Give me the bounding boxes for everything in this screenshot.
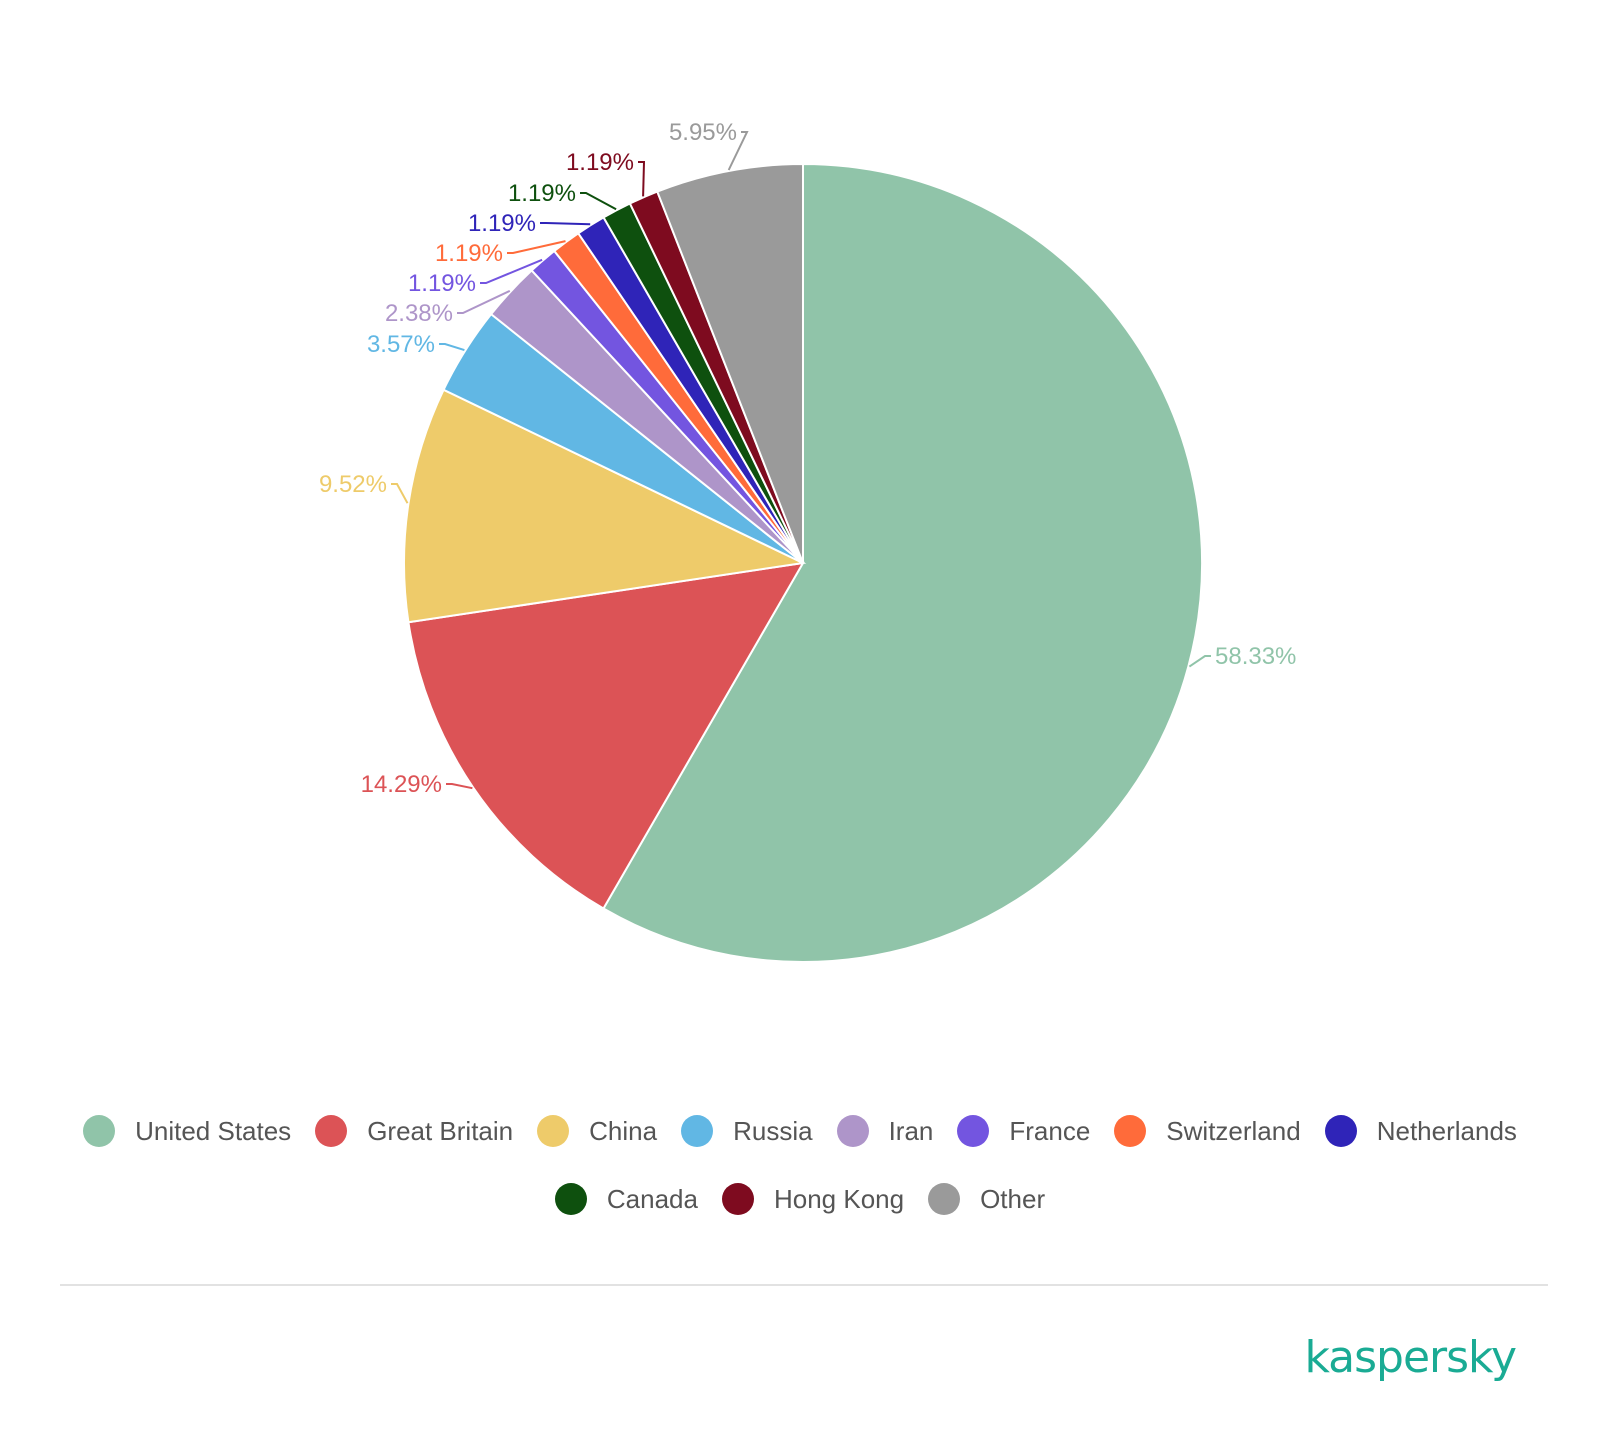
legend-swatch-great-britain (315, 1115, 348, 1147)
legend-label-other: Other (980, 1183, 1046, 1214)
pie-labels: 58.33% 14.29% 9.52% 3.57% 2.38% 1.19% 1.19% 1.1… (319, 119, 1296, 798)
leader-line-switzerland (507, 240, 566, 254)
legend-item-united-states: United States (83, 1115, 291, 1147)
data-label-united-states: 58.33% (1215, 643, 1296, 670)
leader-line-china (391, 483, 409, 504)
leader-line-hong-kong (638, 161, 646, 197)
legend-label-russia: Russia (733, 1115, 813, 1146)
data-label-great-britain: 14.29% (361, 771, 442, 798)
pie-slice-great-britain (407, 561, 805, 910)
legend-label-switzerland: Switzerland (1166, 1115, 1301, 1146)
legend-swatch-france (957, 1115, 990, 1147)
legend-swatch-netherlands (1324, 1115, 1357, 1147)
data-label-netherlands: 1.19% (468, 210, 536, 237)
legend-swatch-other (928, 1183, 961, 1215)
legend-label-china: China (589, 1115, 658, 1146)
legend-label-france: France (1009, 1115, 1091, 1146)
legend-swatch-canada (554, 1183, 587, 1215)
leader-line-iran (457, 289, 511, 314)
pie-slice-united-states (602, 162, 1203, 963)
legend-item-china: China (537, 1115, 657, 1147)
pie-slice-other (655, 162, 804, 564)
legend-row-2: Canada Hong Kong Other (0, 1174, 1600, 1224)
data-label-iran: 2.38% (385, 300, 453, 327)
data-label-china: 9.52% (319, 471, 387, 498)
legend-swatch-russia (681, 1115, 714, 1147)
leader-line-great-britain (446, 783, 473, 790)
pie-slice-china (403, 388, 807, 624)
data-label-russia: 3.57% (367, 331, 435, 358)
leader-line-russia (439, 343, 465, 352)
kaspersky-logo: kaspersky (1304, 1332, 1517, 1383)
legend-item-other: Other (928, 1183, 1045, 1215)
legend-label-iran: Iran (888, 1115, 934, 1146)
legend-label-canada: Canada (606, 1183, 698, 1214)
legend-item-hong-kong: Hong Kong (721, 1183, 905, 1215)
leader-line-united-states (1188, 655, 1211, 668)
legend-row-1: United States Great Britain China Russia Ira… (0, 1106, 1600, 1156)
legend-item-great-britain: Great Britain (315, 1115, 513, 1147)
legend-item-france: France (957, 1115, 1090, 1147)
legend-item-canada: Canada (554, 1183, 698, 1215)
data-label-canada: 1.19% (508, 180, 576, 207)
data-label-switzerland: 1.19% (435, 240, 503, 267)
legend-label-hong-kong: Hong Kong (773, 1183, 905, 1214)
legend-swatch-united-states (83, 1115, 116, 1147)
pie-chart: 58.33% 14.29% 9.52% 3.57% 2.38% 1.19% 1.19% 1.1… (319, 119, 1296, 963)
pie-slices (403, 162, 1203, 963)
leader-line-france (480, 258, 543, 284)
leader-line-netherlands (540, 222, 591, 226)
legend-label-great-britain: Great Britain (367, 1115, 514, 1146)
footer-divider (60, 1284, 1548, 1286)
legend-item-netherlands: Netherlands (1324, 1115, 1517, 1147)
legend-item-russia: Russia (681, 1115, 813, 1147)
leader-line-other (727, 131, 749, 171)
legend-item-switzerland: Switzerland (1114, 1115, 1301, 1147)
legend-label-netherlands: Netherlands (1376, 1115, 1517, 1146)
data-label-france: 1.19% (408, 270, 476, 297)
legend-swatch-iran (836, 1115, 869, 1147)
legend-item-iran: Iran (836, 1115, 934, 1147)
legend-swatch-switzerland (1114, 1115, 1147, 1147)
data-label-hong-kong: 1.19% (566, 149, 634, 176)
data-label-other: 5.95% (669, 119, 737, 146)
legend-swatch-hong-kong (721, 1183, 754, 1215)
legend-swatch-china (537, 1115, 570, 1147)
leader-line-canada (580, 192, 617, 211)
legend-label-united-states: United States (135, 1115, 292, 1146)
